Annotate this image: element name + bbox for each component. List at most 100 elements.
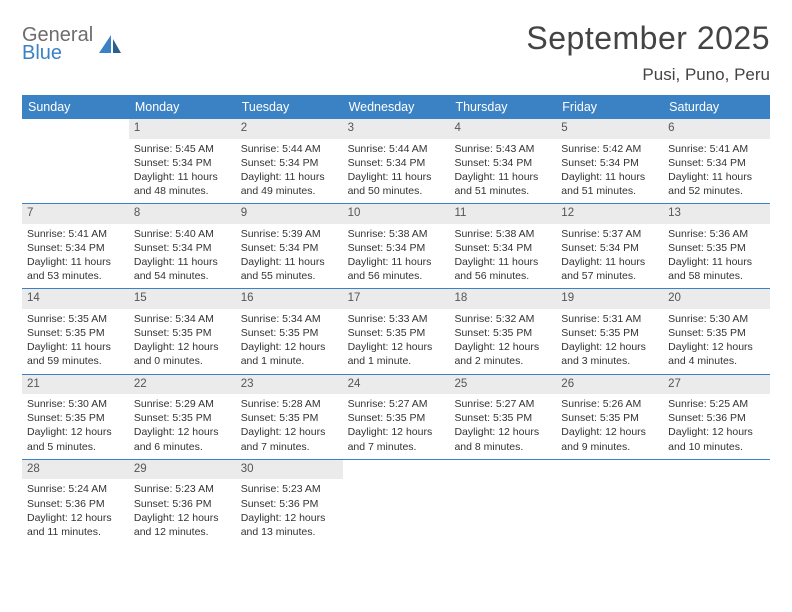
sunset-text: Sunset: 5:35 PM (27, 326, 124, 340)
calendar-header-row: Sunday Monday Tuesday Wednesday Thursday… (22, 95, 770, 119)
day-number: 30 (236, 460, 343, 480)
sunset-text: Sunset: 5:34 PM (454, 156, 551, 170)
daylight-line1: Daylight: 11 hours (134, 170, 231, 184)
daylight-line1: Daylight: 11 hours (668, 255, 765, 269)
sunset-text: Sunset: 5:35 PM (668, 241, 765, 255)
day-number: 27 (663, 375, 770, 395)
calendar-cell (449, 460, 556, 544)
calendar-cell: 21Sunrise: 5:30 AMSunset: 5:35 PMDayligh… (22, 375, 129, 459)
col-friday: Friday (556, 95, 663, 119)
daylight-line1: Daylight: 12 hours (134, 511, 231, 525)
day-number: 9 (236, 204, 343, 224)
sunset-text: Sunset: 5:36 PM (27, 497, 124, 511)
day-body: Sunrise: 5:26 AMSunset: 5:35 PMDaylight:… (556, 394, 663, 459)
daylight-line1: Daylight: 11 hours (561, 170, 658, 184)
day-body: Sunrise: 5:27 AMSunset: 5:35 PMDaylight:… (343, 394, 450, 459)
sunset-text: Sunset: 5:35 PM (134, 411, 231, 425)
daylight-line2: and 0 minutes. (134, 354, 231, 368)
location-label: Pusi, Puno, Peru (526, 65, 770, 85)
daylight-line1: Daylight: 11 hours (668, 170, 765, 184)
daylight-line2: and 1 minute. (241, 354, 338, 368)
day-body: Sunrise: 5:29 AMSunset: 5:35 PMDaylight:… (129, 394, 236, 459)
sunrise-text: Sunrise: 5:44 AM (348, 142, 445, 156)
day-number: 7 (22, 204, 129, 224)
day-body: Sunrise: 5:40 AMSunset: 5:34 PMDaylight:… (129, 224, 236, 289)
day-number: 28 (22, 460, 129, 480)
sunrise-text: Sunrise: 5:23 AM (134, 482, 231, 496)
day-body: Sunrise: 5:34 AMSunset: 5:35 PMDaylight:… (129, 309, 236, 374)
day-body: Sunrise: 5:33 AMSunset: 5:35 PMDaylight:… (343, 309, 450, 374)
day-number: 18 (449, 289, 556, 309)
day-body: Sunrise: 5:42 AMSunset: 5:34 PMDaylight:… (556, 139, 663, 204)
calendar-cell: 23Sunrise: 5:28 AMSunset: 5:35 PMDayligh… (236, 375, 343, 459)
daylight-line2: and 9 minutes. (561, 440, 658, 454)
calendar-cell (663, 460, 770, 544)
calendar-cell: 5Sunrise: 5:42 AMSunset: 5:34 PMDaylight… (556, 119, 663, 203)
sunset-text: Sunset: 5:35 PM (27, 411, 124, 425)
calendar-cell: 9Sunrise: 5:39 AMSunset: 5:34 PMDaylight… (236, 204, 343, 288)
day-number: 10 (343, 204, 450, 224)
day-number: 11 (449, 204, 556, 224)
daylight-line2: and 56 minutes. (348, 269, 445, 283)
sunset-text: Sunset: 5:35 PM (241, 326, 338, 340)
daylight-line1: Daylight: 11 hours (27, 255, 124, 269)
sunset-text: Sunset: 5:36 PM (134, 497, 231, 511)
sunrise-text: Sunrise: 5:27 AM (348, 397, 445, 411)
calendar-cell: 25Sunrise: 5:27 AMSunset: 5:35 PMDayligh… (449, 375, 556, 459)
sunrise-text: Sunrise: 5:39 AM (241, 227, 338, 241)
daylight-line2: and 51 minutes. (454, 184, 551, 198)
daylight-line1: Daylight: 11 hours (348, 170, 445, 184)
daylight-line2: and 50 minutes. (348, 184, 445, 198)
daylight-line1: Daylight: 11 hours (27, 340, 124, 354)
day-body: Sunrise: 5:36 AMSunset: 5:35 PMDaylight:… (663, 224, 770, 289)
day-body: Sunrise: 5:37 AMSunset: 5:34 PMDaylight:… (556, 224, 663, 289)
sunrise-text: Sunrise: 5:33 AM (348, 312, 445, 326)
day-number: 8 (129, 204, 236, 224)
calendar-cell: 1Sunrise: 5:45 AMSunset: 5:34 PMDaylight… (129, 119, 236, 203)
calendar-week: 28Sunrise: 5:24 AMSunset: 5:36 PMDayligh… (22, 460, 770, 544)
day-body: Sunrise: 5:41 AMSunset: 5:34 PMDaylight:… (22, 224, 129, 289)
day-body: Sunrise: 5:43 AMSunset: 5:34 PMDaylight:… (449, 139, 556, 204)
logo-word2: Blue (22, 42, 62, 64)
daylight-line1: Daylight: 11 hours (134, 255, 231, 269)
sunset-text: Sunset: 5:34 PM (348, 156, 445, 170)
calendar-cell: 4Sunrise: 5:43 AMSunset: 5:34 PMDaylight… (449, 119, 556, 203)
sunset-text: Sunset: 5:34 PM (561, 241, 658, 255)
day-body: Sunrise: 5:35 AMSunset: 5:35 PMDaylight:… (22, 309, 129, 374)
day-number: 14 (22, 289, 129, 309)
sunrise-text: Sunrise: 5:37 AM (561, 227, 658, 241)
sunset-text: Sunset: 5:35 PM (668, 326, 765, 340)
daylight-line1: Daylight: 12 hours (27, 425, 124, 439)
calendar-cell: 8Sunrise: 5:40 AMSunset: 5:34 PMDaylight… (129, 204, 236, 288)
sunset-text: Sunset: 5:34 PM (27, 241, 124, 255)
day-body: Sunrise: 5:30 AMSunset: 5:35 PMDaylight:… (22, 394, 129, 459)
daylight-line2: and 7 minutes. (348, 440, 445, 454)
daylight-line1: Daylight: 11 hours (561, 255, 658, 269)
day-body: Sunrise: 5:38 AMSunset: 5:34 PMDaylight:… (449, 224, 556, 289)
day-number: 22 (129, 375, 236, 395)
day-number: 5 (556, 119, 663, 139)
day-body: Sunrise: 5:44 AMSunset: 5:34 PMDaylight:… (343, 139, 450, 204)
calendar: Sunday Monday Tuesday Wednesday Thursday… (22, 95, 770, 544)
daylight-line1: Daylight: 12 hours (454, 340, 551, 354)
daylight-line1: Daylight: 12 hours (134, 340, 231, 354)
daylight-line1: Daylight: 11 hours (348, 255, 445, 269)
day-body: Sunrise: 5:28 AMSunset: 5:35 PMDaylight:… (236, 394, 343, 459)
sunrise-text: Sunrise: 5:38 AM (454, 227, 551, 241)
sunset-text: Sunset: 5:35 PM (241, 411, 338, 425)
sunset-text: Sunset: 5:36 PM (241, 497, 338, 511)
daylight-line2: and 6 minutes. (134, 440, 231, 454)
day-body (22, 123, 129, 183)
sunset-text: Sunset: 5:34 PM (134, 241, 231, 255)
title-block: September 2025 Pusi, Puno, Peru (526, 20, 770, 85)
calendar-cell: 18Sunrise: 5:32 AMSunset: 5:35 PMDayligh… (449, 289, 556, 373)
daylight-line1: Daylight: 12 hours (134, 425, 231, 439)
calendar-cell: 26Sunrise: 5:26 AMSunset: 5:35 PMDayligh… (556, 375, 663, 459)
day-number: 12 (556, 204, 663, 224)
calendar-cell: 3Sunrise: 5:44 AMSunset: 5:34 PMDaylight… (343, 119, 450, 203)
daylight-line2: and 5 minutes. (27, 440, 124, 454)
day-body: Sunrise: 5:30 AMSunset: 5:35 PMDaylight:… (663, 309, 770, 374)
calendar-body: 1Sunrise: 5:45 AMSunset: 5:34 PMDaylight… (22, 119, 770, 544)
calendar-week: 21Sunrise: 5:30 AMSunset: 5:35 PMDayligh… (22, 375, 770, 460)
sunrise-text: Sunrise: 5:34 AM (241, 312, 338, 326)
